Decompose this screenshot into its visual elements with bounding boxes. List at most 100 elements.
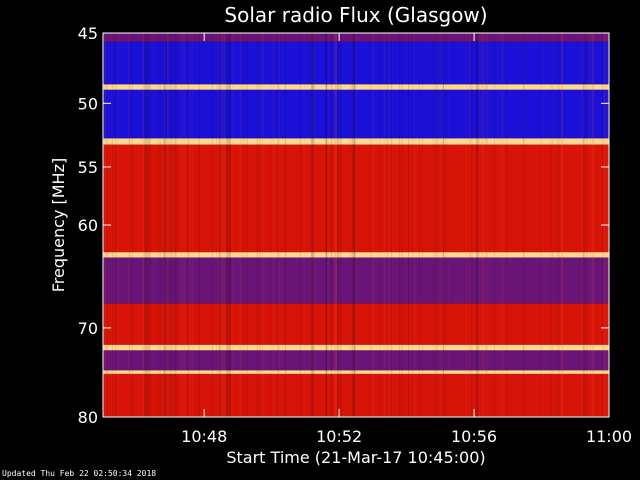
texture-streak (379, 33, 381, 417)
x-axis-label: Start Time (21-Mar-17 10:45:00) (226, 448, 485, 467)
texture-streak (501, 33, 503, 417)
texture-streak (486, 33, 488, 417)
texture-streak (401, 33, 403, 417)
frequency-band (103, 370, 609, 374)
frequency-band (103, 89, 609, 139)
texture-streak (144, 33, 146, 417)
texture-streak (588, 33, 590, 417)
texture-streak (352, 33, 354, 417)
frequency-band (103, 373, 609, 417)
texture-streak (311, 33, 313, 417)
texture-streak (326, 33, 328, 417)
texture-streak (148, 33, 150, 417)
texture-streak (217, 33, 219, 417)
texture-streak (143, 33, 145, 417)
texture-streak (163, 33, 165, 417)
axis-ticks: 10:48 10:52 10:56 11:00 45 50 55 60 70 80 (78, 24, 632, 446)
texture-streak (112, 33, 114, 417)
texture-streak (335, 33, 337, 417)
y-tick-label: 70 (78, 319, 98, 338)
plot-area (103, 33, 609, 417)
texture-streak (259, 33, 261, 417)
texture-streak (128, 33, 130, 417)
texture-streak (149, 33, 151, 417)
texture-streak (149, 33, 151, 417)
texture-streak (277, 33, 279, 417)
texture-streak (219, 33, 221, 417)
texture-streak (172, 33, 174, 417)
texture-streak (418, 33, 420, 417)
texture-streak (561, 33, 563, 417)
texture-streak (167, 33, 169, 417)
texture-streak (486, 33, 488, 417)
texture-streak (556, 33, 558, 417)
texture-streak (469, 33, 471, 417)
texture-streak (331, 33, 333, 417)
x-tick-label: 11:00 (586, 427, 632, 446)
texture-streak (284, 33, 286, 417)
frequency-band (103, 41, 609, 85)
texture-streak (497, 33, 499, 417)
texture-streak (465, 33, 467, 417)
texture-streak (391, 33, 393, 417)
texture-streak (435, 33, 437, 417)
texture-streak (583, 33, 585, 417)
texture-streak (117, 33, 119, 417)
texture-streak (221, 33, 223, 417)
texture-streak (312, 33, 314, 417)
frequency-band (103, 33, 609, 42)
texture-streak (198, 33, 200, 417)
texture-streak (327, 33, 329, 417)
texture-streak (160, 33, 162, 417)
texture-streak (158, 33, 160, 417)
texture-streak (408, 33, 410, 417)
y-tick-label: 50 (78, 94, 98, 113)
texture-streak (586, 33, 588, 417)
frequency-band (103, 144, 609, 253)
y-tick-label: 60 (78, 216, 98, 235)
texture-streak (170, 33, 172, 417)
texture-streak (246, 33, 248, 417)
texture-streak (523, 33, 525, 417)
texture-streak (494, 33, 496, 417)
frequency-band (103, 252, 609, 258)
texture-streak (314, 33, 316, 417)
texture-streak (388, 33, 390, 417)
texture-streak (399, 33, 401, 417)
texture-streak (562, 33, 564, 417)
texture-streak (168, 33, 170, 417)
texture-streak (259, 33, 261, 417)
y-tick-label: 55 (78, 158, 98, 177)
texture-streak (523, 33, 525, 417)
texture-streak (335, 33, 337, 417)
frequency-band (103, 138, 609, 145)
texture-streak (540, 33, 542, 417)
texture-streak (476, 33, 478, 417)
texture-streak (354, 33, 356, 417)
texture-streak (299, 33, 301, 417)
texture-streak (350, 33, 352, 417)
chart-title: Solar radio Flux (Glasgow) (224, 3, 487, 27)
texture-streak (354, 33, 356, 417)
texture-streak (226, 33, 228, 417)
texture-streak (146, 33, 148, 417)
texture-streak (270, 33, 272, 417)
texture-streak (523, 33, 525, 417)
texture-streak (353, 33, 355, 417)
texture-streak (433, 33, 435, 417)
y-tick-label: 80 (78, 408, 98, 427)
texture-streak (478, 33, 480, 417)
texture-streak (484, 33, 486, 417)
texture-streak (542, 33, 544, 417)
texture-streak (144, 33, 146, 417)
texture-streak (352, 33, 354, 417)
texture-streak (351, 33, 353, 417)
texture-streak (445, 33, 447, 417)
texture-streak (442, 33, 444, 417)
texture-streak (222, 33, 224, 417)
texture-streak (313, 33, 315, 417)
texture-streak (131, 33, 133, 417)
frequency-band (103, 344, 609, 351)
texture-streak (232, 33, 234, 417)
texture-streak (228, 33, 230, 417)
